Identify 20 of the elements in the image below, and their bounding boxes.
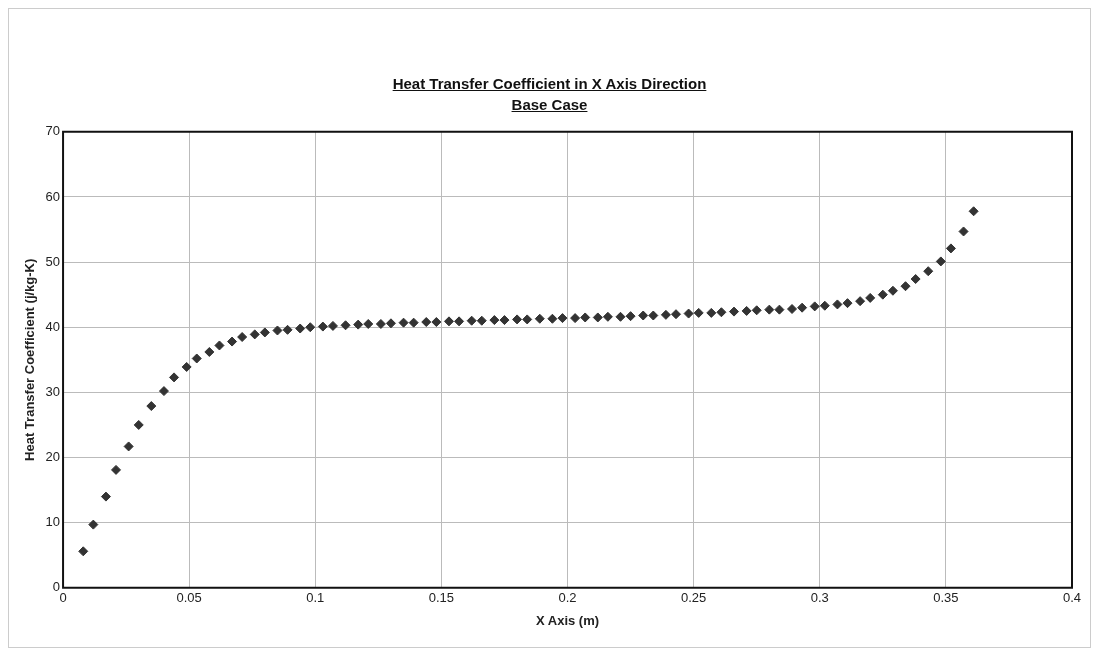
y-tick-label: 30 <box>45 383 61 399</box>
y-tick-label: 20 <box>45 449 61 465</box>
x-tick-label: 0.15 <box>428 590 455 606</box>
y-tick-label: 60 <box>45 188 61 204</box>
y-tick-label: 40 <box>45 318 61 334</box>
x-tick-label: 0.05 <box>176 590 202 606</box>
chart-subtitle: Base Case <box>510 95 589 115</box>
x-tick-label: 0.25 <box>680 590 707 606</box>
y-tick-label: 0 <box>52 579 61 595</box>
y-axis-title: Heat Transfer Coefficient (j/kg-K) <box>22 258 38 461</box>
x-tick-label: 0.1 <box>306 590 325 606</box>
x-axis-title: X Axis (m) <box>535 612 600 628</box>
x-tick-label: 0.3 <box>810 590 829 606</box>
y-tick-label: 10 <box>45 514 61 530</box>
x-tick-label: 0.4 <box>1062 590 1082 606</box>
chart-title: Heat Transfer Coefficient in X Axis Direction <box>391 74 708 94</box>
y-tick-label: 50 <box>45 253 61 269</box>
y-tick-label: 70 <box>45 123 61 139</box>
x-tick-label: 0.2 <box>558 590 577 606</box>
x-tick-label: 0.35 <box>933 590 959 606</box>
